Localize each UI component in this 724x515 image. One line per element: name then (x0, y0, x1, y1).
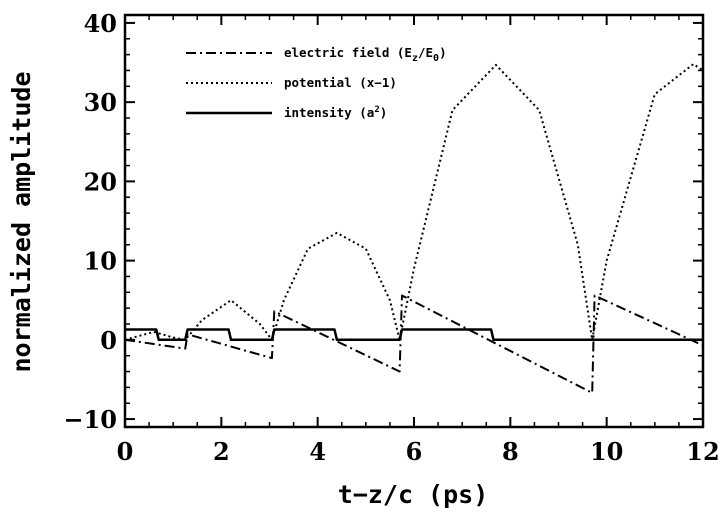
x-tick-label: 6 (406, 437, 423, 466)
ticks (124, 15, 704, 427)
x-tick-label: 4 (309, 437, 326, 466)
x-axis-title: t−z/c (ps) (338, 480, 489, 509)
y-tick-label: 30 (84, 88, 117, 117)
x-tick-label: 10 (590, 437, 623, 466)
y-tick-label: 0 (100, 326, 117, 355)
series-intensity (125, 328, 703, 342)
legend: electric field (Ez/E0) potential (x−1) i… (186, 45, 447, 120)
x-tick-label: 8 (502, 437, 519, 466)
y-tick-label: −10 (63, 405, 117, 434)
plot-frame (123, 13, 705, 429)
series-lines (124, 63, 704, 394)
y-axis-title: normalized amplitude (7, 71, 36, 372)
series-electric-field (124, 294, 704, 394)
y-tick-label: 20 (84, 167, 117, 196)
series-potential (124, 63, 704, 341)
x-tick-label: 2 (213, 437, 230, 466)
y-tick-label: 40 (84, 9, 117, 38)
x-tick-label: 0 (117, 437, 134, 466)
legend-label-intensity: intensity (a2) (284, 105, 387, 120)
legend-label-electric-field: electric field (Ez/E0) (284, 45, 447, 64)
legend-label-potential: potential (x−1) (284, 75, 397, 90)
x-tick-label: 12 (686, 437, 719, 466)
y-tick-label: 10 (84, 247, 117, 276)
